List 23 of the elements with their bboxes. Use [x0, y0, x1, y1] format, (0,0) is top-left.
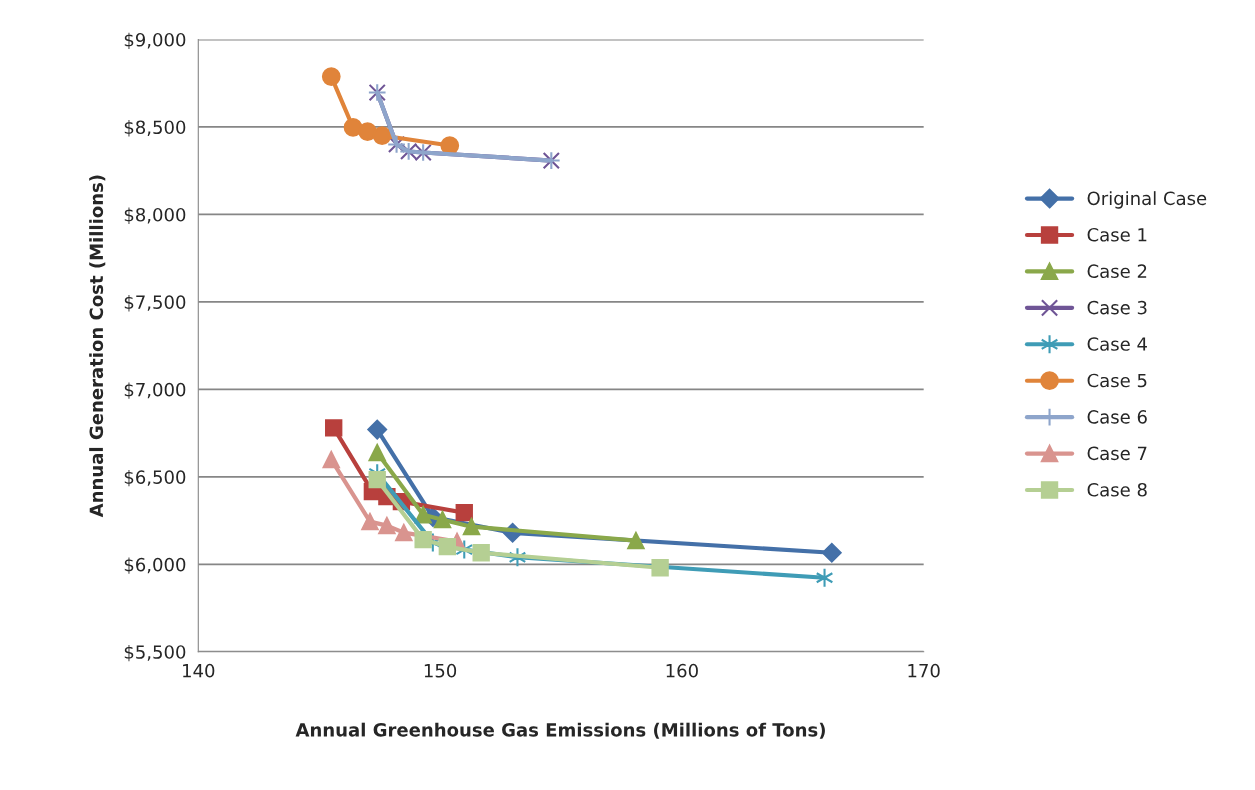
legend-label: Case 4: [1087, 337, 1147, 351]
x-axis-title: Annual Greenhouse Gas Emissions (Millions of Tons): [295, 722, 825, 739]
legend-label: Case 8: [1087, 482, 1147, 497]
y-tick-label: $8,000: [124, 207, 186, 224]
y-tick-label: $6,500: [124, 469, 186, 487]
y-tick-label: $9,000: [124, 32, 186, 50]
legend-label: Original Case: [1087, 191, 1207, 209]
x-tick-label: 170: [908, 663, 940, 678]
x-tick-label: 160: [666, 663, 698, 678]
y-tick-label: $5,500: [124, 644, 186, 662]
y-tick-label: $7,500: [124, 295, 186, 312]
x-tick-label: 150: [424, 663, 457, 678]
y-axis-title: Annual Generation Cost (Millions): [89, 175, 106, 518]
legend-label: Case 2: [1087, 264, 1147, 278]
y-tick-label: $7,000: [124, 382, 186, 399]
y-tick-label: $8,500: [124, 120, 186, 137]
legend-label: Case 5: [1087, 373, 1147, 388]
y-tick-label: $6,000: [124, 557, 186, 574]
x-tick-label: 140: [183, 663, 215, 678]
legend-label: Case 6: [1087, 410, 1147, 424]
legend-label: Case 3: [1087, 300, 1147, 315]
legend-label: Case 7: [1087, 446, 1147, 461]
legend-label: Case 1: [1087, 227, 1147, 242]
